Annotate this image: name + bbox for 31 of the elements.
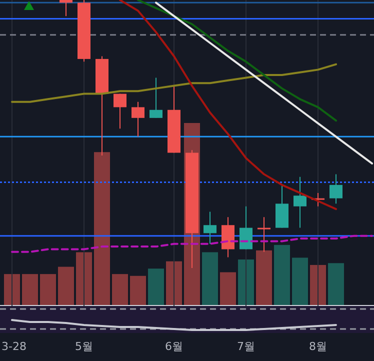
bar <box>256 250 272 305</box>
x-tick-label: 7월 <box>237 340 255 353</box>
x-tick-label: 5월 <box>75 340 93 353</box>
candlestick <box>150 77 162 118</box>
candlestick <box>330 174 342 204</box>
x-tick-label: 3-28 <box>2 340 26 353</box>
bar <box>202 252 218 305</box>
candlestick <box>204 211 216 244</box>
bar <box>76 252 92 305</box>
bar <box>58 266 74 305</box>
candlestick <box>60 0 72 17</box>
bar <box>220 272 236 305</box>
candlestick <box>294 176 306 228</box>
bar <box>22 274 38 305</box>
bar <box>148 268 164 305</box>
candlestick <box>114 93 126 130</box>
bar <box>292 258 308 305</box>
bar <box>310 264 326 305</box>
candlestick <box>240 206 252 250</box>
bar <box>112 274 128 305</box>
x-tick-label: 8월 <box>309 340 327 353</box>
bar <box>40 274 56 305</box>
bar <box>274 244 290 305</box>
x-tick-label: 6월 <box>165 340 183 353</box>
bar <box>94 152 110 305</box>
bar <box>4 274 20 305</box>
bar <box>166 261 182 305</box>
bar <box>238 260 254 305</box>
bar <box>328 263 344 305</box>
bar <box>130 276 146 305</box>
candlestick <box>132 101 144 138</box>
